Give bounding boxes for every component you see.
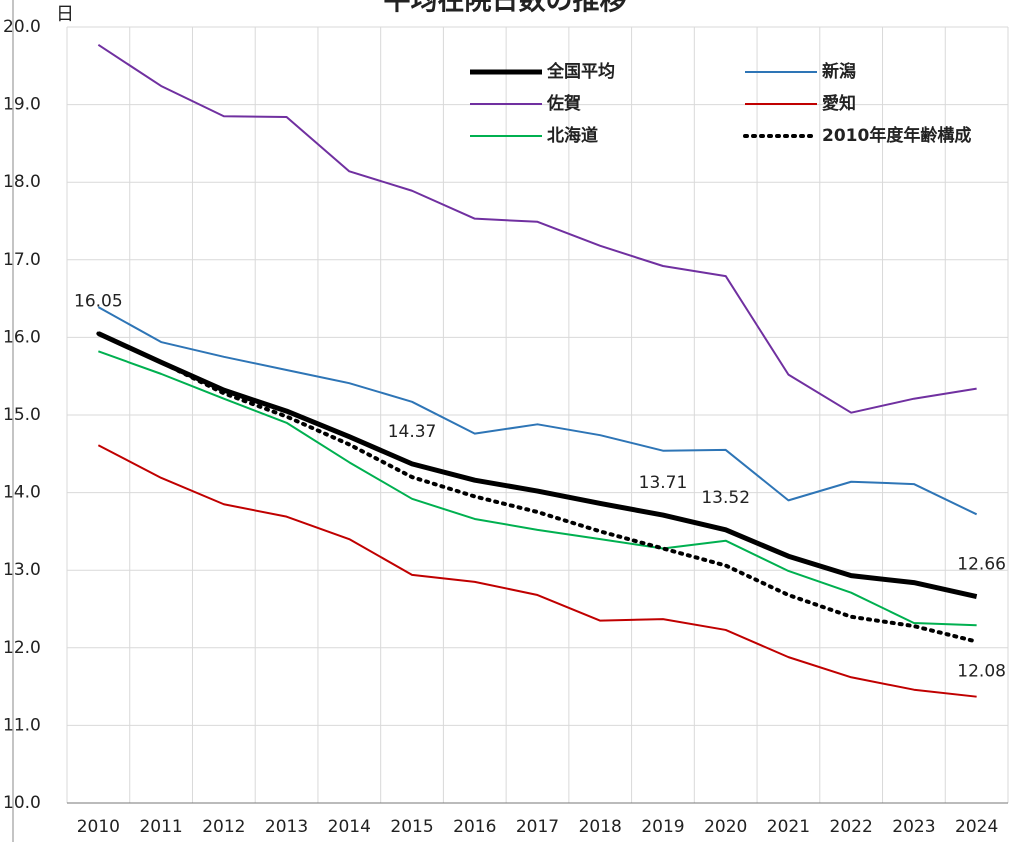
y-tick-label: 16.0 (3, 327, 41, 347)
legend-label: 新潟 (822, 61, 856, 82)
y-tick-label: 10.0 (3, 793, 41, 813)
x-tick-label: 2012 (202, 817, 245, 837)
y-tick-label: 20.0 (3, 17, 41, 37)
x-tick-label: 2019 (641, 817, 684, 837)
x-tick-label: 2018 (579, 817, 622, 837)
data-label: 13.52 (701, 488, 750, 508)
chart-title: 平均在院日数の推移 (384, 0, 627, 17)
y-tick-label: 12.0 (3, 638, 41, 658)
x-tick-label: 2017 (516, 817, 559, 837)
data-label: 16.05 (74, 292, 123, 312)
x-tick-label: 2010 (77, 817, 120, 837)
x-tick-label: 2024 (955, 817, 998, 837)
x-tick-label: 2013 (265, 817, 308, 837)
legend-label: 北海道 (547, 125, 598, 146)
series-line (96, 331, 979, 644)
x-tick-label: 2014 (328, 817, 371, 837)
y-tick-label: 11.0 (3, 715, 41, 735)
series-line (97, 44, 977, 414)
y-unit: 日 (56, 4, 74, 25)
x-tick-label: 2016 (453, 817, 496, 837)
data-label: 12.66 (957, 555, 1006, 575)
data-label: 14.37 (388, 422, 437, 442)
series-line (97, 306, 978, 516)
x-tick-label: 2020 (704, 817, 747, 837)
series-line (98, 350, 977, 627)
y-tick-label: 14.0 (3, 483, 41, 503)
x-tick-label: 2023 (892, 817, 935, 837)
y-tick-label: 13.0 (3, 560, 41, 580)
series-line (97, 444, 977, 698)
x-tick-label: 2022 (830, 817, 873, 837)
y-tick-label: 15.0 (3, 405, 41, 425)
y-tick-label: 18.0 (3, 172, 41, 192)
y-tick-label: 19.0 (3, 95, 41, 115)
legend-label: 佐賀 (546, 93, 581, 114)
data-label: 12.08 (957, 662, 1006, 682)
legend-label: 全国平均 (546, 61, 615, 82)
data-label: 13.71 (639, 473, 688, 493)
x-tick-label: 2011 (139, 817, 182, 837)
x-tick-label: 2021 (767, 817, 810, 837)
x-tick-label: 2015 (390, 817, 433, 837)
series-line (97, 331, 978, 600)
legend-label: 愛知 (822, 93, 856, 114)
y-tick-label: 17.0 (3, 250, 41, 270)
legend-label: 2010年度年齢構成 (822, 125, 971, 146)
